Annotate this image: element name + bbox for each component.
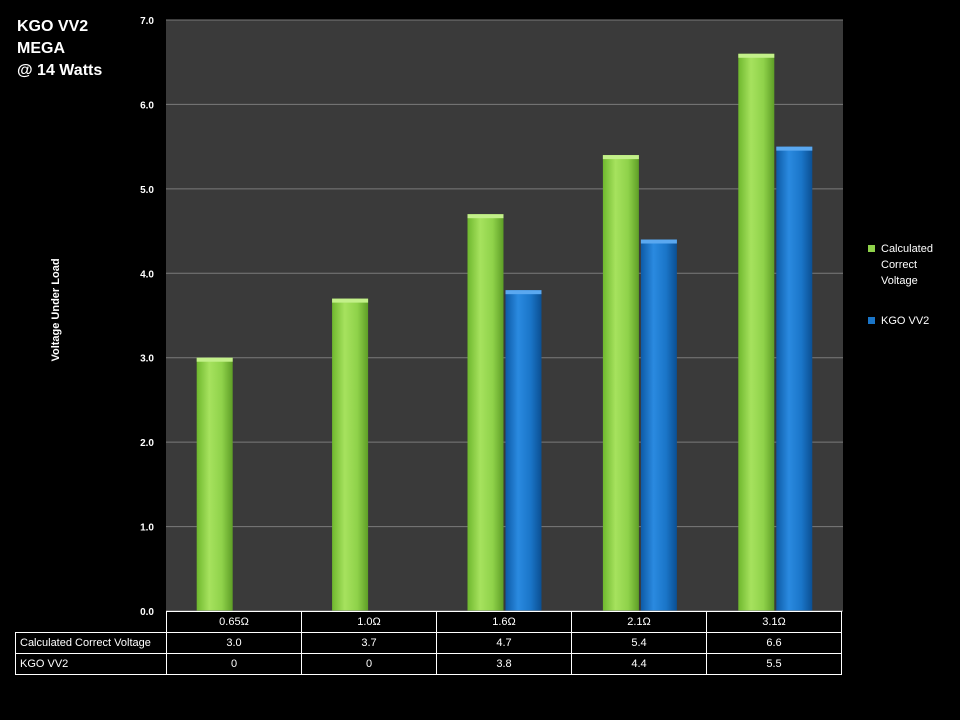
bar-calculated-cap	[602, 155, 639, 160]
table-column-header: 2.1Ω	[571, 611, 707, 633]
y-tick-label: 1.0	[140, 523, 154, 534]
y-tick-label: 6.0	[140, 100, 154, 111]
legend-label: Calculated Correct Voltage	[881, 243, 933, 287]
bar-calculated-cap	[332, 298, 369, 303]
title-line: @ 14 Watts	[17, 62, 103, 79]
bar-calculated-cap	[738, 53, 775, 58]
table-column-header: 3.1Ω	[706, 611, 842, 633]
table-cell: 5.4	[571, 632, 707, 654]
table-column-header: 1.6Ω	[436, 611, 572, 633]
legend-label: KGO VV2	[881, 315, 930, 327]
bar-calculated	[602, 155, 639, 612]
bar-calculated-cap	[467, 214, 504, 219]
table-row: KGO VV2 0 0 3.8 4.4 5.5	[15, 653, 842, 675]
table-cell: 3.7	[301, 632, 437, 654]
legend-swatch-calculated	[868, 245, 875, 252]
bar-calculated	[196, 357, 233, 611]
y-tick-label: 3.0	[140, 354, 154, 365]
title-line: KGO VV2	[17, 18, 89, 35]
plot-area	[166, 20, 843, 611]
table-row: Calculated Correct Voltage 3.0 3.7 4.7 5…	[15, 632, 842, 654]
legend-item-kgo: KGO VV2	[868, 313, 945, 329]
bar-calculated	[467, 214, 504, 611]
bar-kgo-cap	[505, 290, 542, 295]
legend-swatch-kgo	[868, 317, 875, 324]
table-cell: 4.7	[436, 632, 572, 654]
table-row-header: KGO VV2	[15, 653, 167, 675]
table-cell: 3.0	[166, 632, 302, 654]
table-cell: 0	[301, 653, 437, 675]
y-tick-label: 5.0	[140, 185, 154, 196]
table-row-header: Calculated Correct Voltage	[15, 632, 167, 654]
table-cell: 4.4	[571, 653, 707, 675]
table-cell: 0	[166, 653, 302, 675]
bar-calculated	[738, 53, 775, 612]
legend: Calculated Correct Voltage KGO VV2	[868, 241, 945, 353]
bar-kgo	[776, 146, 813, 611]
bar-kgo-cap	[640, 239, 677, 244]
bar-kgo	[505, 290, 542, 611]
table-cell: 5.5	[706, 653, 842, 675]
table-cell: 6.6	[706, 632, 842, 654]
title-line: MEGA	[17, 40, 65, 57]
legend-item-calculated: Calculated Correct Voltage	[868, 241, 945, 289]
y-tick-label: 4.0	[140, 269, 154, 280]
table-cell: 3.8	[436, 653, 572, 675]
table-column-header: 1.0Ω	[301, 611, 437, 633]
data-table: 0.65Ω 1.0Ω 1.6Ω 2.1Ω 3.1Ω Calculated Cor…	[15, 611, 842, 675]
bar-kgo-cap	[776, 146, 813, 151]
table-corner	[16, 612, 167, 633]
bar-kgo	[640, 239, 677, 611]
table-column-header: 0.65Ω	[166, 611, 302, 633]
y-tick-label: 2.0	[140, 438, 154, 449]
y-tick-label: 7.0	[140, 16, 154, 27]
y-tick-label: 0.0	[140, 607, 154, 618]
bar-calculated-cap	[196, 357, 233, 362]
bar-calculated	[332, 298, 369, 611]
table-header-row: 0.65Ω 1.0Ω 1.6Ω 2.1Ω 3.1Ω	[16, 611, 842, 633]
chart-title: KGO VV2 MEGA @ 14 Watts	[17, 16, 102, 82]
